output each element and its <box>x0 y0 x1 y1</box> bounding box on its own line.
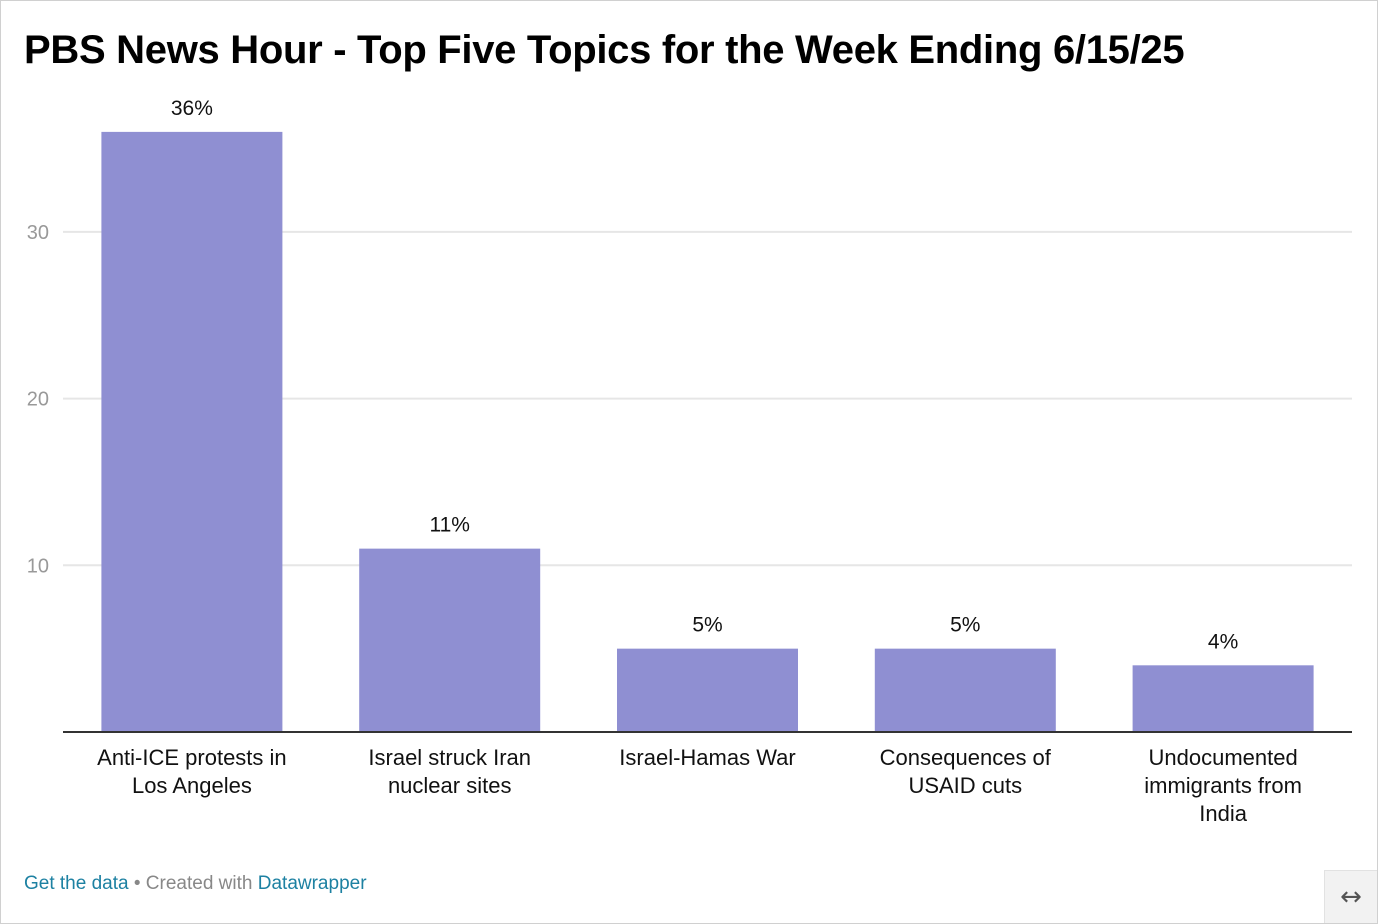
created-with-text: Created with <box>145 873 258 894</box>
category-label-line: Consequences of <box>880 745 1052 770</box>
category-label-line: Undocumented <box>1148 745 1297 770</box>
y-tick-label: 10 <box>27 555 49 577</box>
bar <box>359 548 541 732</box>
chart-title: PBS News Hour - Top Five Topics for the … <box>24 28 1185 72</box>
category-label-line: Israel struck Iran <box>368 745 531 770</box>
bar-chart: 10 20 30 36% Anti-ICE protests in Los Angeles… <box>27 97 1352 826</box>
category-label-line: immigrants from <box>1144 773 1302 798</box>
bar-value-label: 36% <box>171 97 213 120</box>
category-label-line: Israel-Hamas War <box>619 745 795 770</box>
y-tick-label: 20 <box>27 389 49 411</box>
category-label-line: nuclear sites <box>388 773 512 798</box>
bar <box>1132 665 1314 732</box>
bar-value-label: 4% <box>1208 630 1238 653</box>
resize-arrows-icon[interactable]: ↔ <box>1324 870 1377 923</box>
bar-value-label: 5% <box>692 614 722 637</box>
footer-separator: • <box>128 873 146 894</box>
category-label: Israel-Hamas War <box>619 745 795 770</box>
category-label: Israel struck Iran nuclear sites <box>368 745 531 798</box>
category-label-line: Anti-ICE protests in <box>97 745 287 770</box>
bar-value-label: 5% <box>950 614 980 637</box>
category-label: Anti-ICE protests in Los Angeles <box>97 745 287 798</box>
bar <box>617 648 798 732</box>
category-label-line: USAID cuts <box>908 773 1022 798</box>
get-the-data-link[interactable]: Get the data <box>24 873 129 894</box>
category-label: Undocumented immigrants from India <box>1144 745 1302 826</box>
datawrapper-link[interactable]: Datawrapper <box>257 873 367 894</box>
bar <box>874 648 1056 732</box>
category-label-line: India <box>1199 801 1247 826</box>
bar-value-label: 11% <box>429 514 469 537</box>
bar <box>101 131 283 732</box>
chart-footer: Get the data • Created with Datawrapper <box>24 873 367 895</box>
category-label-line: Los Angeles <box>132 773 252 798</box>
category-label: Consequences of USAID cuts <box>880 745 1052 798</box>
y-tick-label: 30 <box>27 222 49 244</box>
